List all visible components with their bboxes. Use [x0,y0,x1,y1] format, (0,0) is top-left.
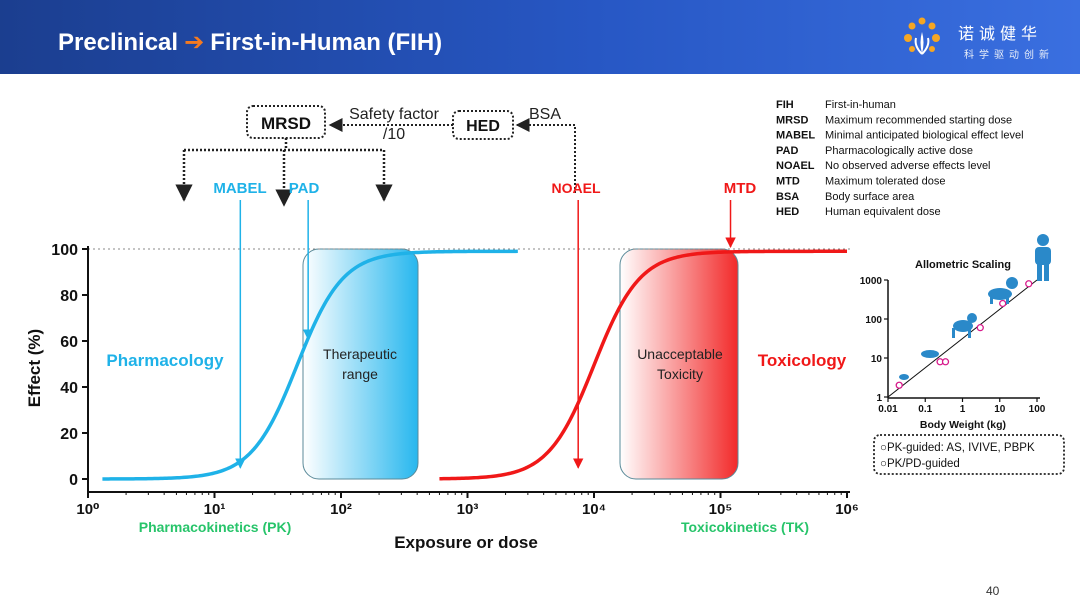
inset-y-tick-label: 10 [871,354,883,365]
therapeutic-range-region [302,248,419,480]
y-ticks: 0 20 40 60 80 100 [51,242,88,489]
legend-abbr: FIH [776,99,794,111]
x-tick-label: 10⁵ [709,501,733,518]
page-number: 40 [986,584,1000,598]
divide-label: /10 [383,126,405,143]
header-bar: Preclinical ➔ First-in-Human (FIH) 诺诚健华 科学… [0,0,1080,74]
safety-factor-label: Safety factor [349,106,439,123]
pk-methods-line-2: ○PK/PD-guided [880,458,960,470]
therapeutic-label-2: range [342,366,378,382]
human-icon [1035,234,1051,281]
pk-methods-line-1: ○PK-guided: AS, IVIVE, PBPK [880,442,1035,454]
abbreviation-legend: FIH First-in-human MRSD Maximum recommended… [776,99,1024,218]
noael-to-hed-arrow [515,118,576,193]
inset-x-tick-label: 0.1 [918,404,932,415]
y-tick-label: 80 [60,288,78,305]
legend-desc: First-in-human [825,99,896,111]
legend-abbr: MTD [776,176,800,188]
pk-label: Pharmacokinetics (PK) [139,519,292,535]
y-tick-label: 20 [60,426,78,443]
hed-label: HED [466,118,500,135]
hed-box [452,110,514,140]
legend-abbr: HED [776,206,799,218]
monkey-icon [952,313,977,338]
legend-desc: Body surface area [825,191,915,203]
inset-y-tick-label: 1000 [860,276,883,287]
series-toxicology-line [439,249,847,481]
x-tick-label: 10² [330,501,352,518]
unacceptable-toxicity-region [619,248,739,480]
legend-desc: No observed adverse effects level [825,160,991,172]
dose-flow: MRSD Safety factor /10 HED BSA [175,105,576,207]
x-tick-label: 10⁶ [835,501,859,518]
pad-label: PAD [289,180,320,197]
dog-icon [988,277,1018,304]
pk-methods-box [873,434,1065,475]
y-tick-label: 60 [60,334,78,351]
x-tick-label: 10⁰ [76,501,99,518]
mouse-icon [899,374,909,380]
x-tick-label: 10⁴ [582,501,606,518]
y-tick-label: 100 [51,242,78,259]
legend-abbr: MABEL [776,130,815,142]
inset-point [976,324,984,332]
species-silhouettes [899,234,1051,380]
legend-desc: Maximum recommended starting dose [825,114,1012,126]
inset-title: Allometric Scaling [915,259,1011,271]
legend-abbr: PAD [776,145,798,157]
inset-point [941,358,950,366]
pharmacology-label: Pharmacology [106,351,224,370]
inset-x-tick-label: 100 [1029,404,1046,415]
inset-x-tick-label: 0.01 [878,404,898,415]
unacceptable-label-2: Toxicity [657,366,703,382]
legend-abbr: NOAEL [776,160,815,172]
x-ticks: 10⁰ 10¹ 10² 10³ 10⁴ 10⁵ 10⁶ [76,492,859,518]
inset-ticks: 1 10 100 1000 0.01 0.1 1 10 100 [860,276,1046,415]
mrsd-label: MRSD [261,114,311,133]
legend-desc: Minimal anticipated biological effect le… [825,130,1024,142]
effect-vs-dose-chart: 0 20 40 60 80 100 10⁰ 10¹ 10² 10³ 10⁴ 10⁵ 10⁶ MABEL… [25,180,859,552]
x-tick-label: 10¹ [204,501,226,518]
mabel-label: MABEL [213,180,266,197]
title-right: First-in-Human (FIH) [210,29,443,56]
arrow-right-icon: ➔ [184,29,205,56]
inset-fit-line [887,279,1038,398]
slide-title: Preclinical ➔ First-in-Human (FIH) [58,28,442,57]
legend-desc: Maximum tolerated dose [825,176,945,188]
legend-abbr: MRSD [776,114,808,126]
inset-y-tick-label: 1 [876,393,882,404]
mtd-label: MTD [724,180,757,197]
inset-point [895,381,903,389]
inset-point [999,299,1007,308]
company-logo-icon [904,17,940,55]
toxicology-label: Toxicology [758,351,847,370]
x-tick-label: 10³ [457,501,479,518]
therapeutic-label-1: Therapeutic [323,346,397,362]
marker-arrows [235,200,736,469]
inset-x-axis-label: Body Weight (kg) [920,419,1006,431]
inset-y-tick-label: 100 [865,315,882,326]
logo-tagline: 科学驱动创新 [964,50,1054,61]
inset-x-tick-label: 10 [994,404,1006,415]
inset-points [895,280,1033,389]
noael-label: NOAEL [552,180,601,196]
unacceptable-label-1: Unacceptable [637,346,723,362]
legend-desc: Pharmacologically active dose [825,145,973,157]
x-axis-label: Exposure or dose [394,533,538,552]
tk-label: Toxicokinetics (TK) [681,519,809,535]
y-tick-label: 40 [60,380,78,397]
inset-x-tick-label: 1 [960,404,966,415]
legend-desc: Human equivalent dose [825,206,941,218]
logo-chinese-name: 诺诚健华 [958,26,1043,43]
bsa-label: BSA [529,106,561,123]
title-left: Preclinical [58,29,179,56]
rat-icon [921,350,939,358]
legend-abbr: BSA [776,191,799,203]
y-axis-label: Effect (%) [25,329,44,407]
inset-point [1025,280,1033,288]
y-tick-label: 0 [69,472,78,489]
